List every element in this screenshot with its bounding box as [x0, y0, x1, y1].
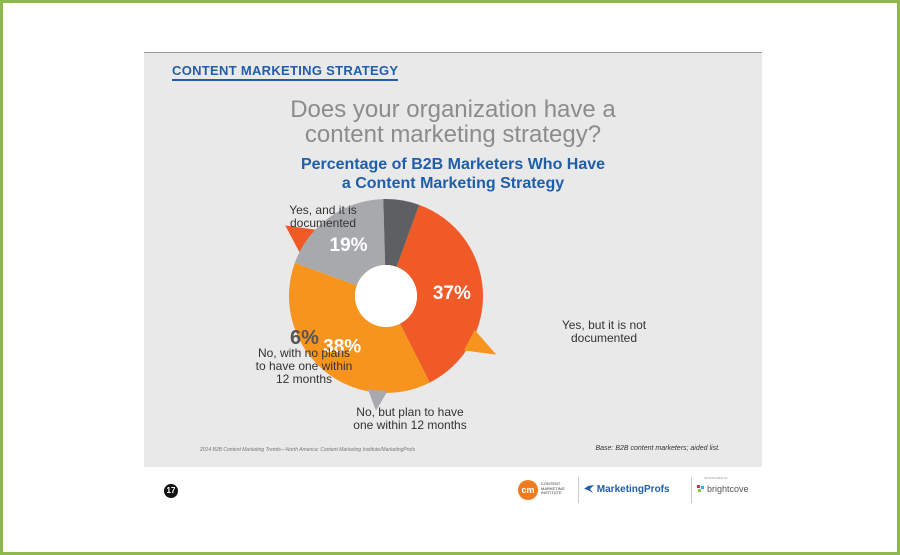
- section-title: CONTENT MARKETING STRATEGY: [172, 63, 399, 81]
- question-line-2: content marketing strategy?: [304, 121, 602, 148]
- slice-value-no-plans: 6%: [290, 327, 319, 349]
- marketingprofs-text: MarketingProfs: [596, 484, 670, 495]
- donut-chart: 37% 38% 19%: [285, 198, 497, 411]
- marketingprofs-logo: MarketingProfs: [584, 484, 670, 495]
- slice-pointer-yes-documented: [285, 225, 318, 255]
- slice-pointer-no-but-plan: [367, 389, 388, 411]
- cmi-logo: cm: [518, 480, 538, 500]
- brightcove-logo: brightcove: [697, 484, 749, 494]
- bird-icon: [584, 484, 597, 495]
- base-note: Base: B2B content marketers; aided list.: [595, 445, 720, 452]
- page-number: 17: [164, 484, 178, 498]
- slice-value-no-but-plan: 19%: [330, 235, 368, 256]
- slice-value-yes-documented: 37%: [433, 283, 471, 304]
- slide: CONTENT MARKETING STRATEGY Does your org…: [144, 52, 762, 515]
- slice-value-yes-not-documented: 38%: [323, 336, 361, 357]
- source-note: 2014 B2B Content Marketing Trends—North …: [200, 447, 416, 453]
- donut-slice-yes-not-documented: [289, 262, 430, 393]
- slice-label-no-but-plan: No, but plan to have one within 12 month…: [353, 405, 467, 432]
- slice-label-no-plans: No, with no plans to have one within 12 …: [255, 346, 353, 386]
- slice-label-yes-documented: Yes, and it is documented: [289, 203, 357, 230]
- donut-slice-no-plans: [383, 198, 420, 267]
- slice-label-yes-not-documented: Yes, but it is not documented: [561, 318, 647, 345]
- footer-divider-2: [691, 477, 692, 503]
- question-heading: Does your organization have a content ma…: [144, 97, 762, 147]
- donut-slice-no-but-plan: [294, 199, 386, 286]
- footer-divider: [578, 477, 579, 503]
- sponsored-by-label: SPONSORED BY: [704, 476, 729, 480]
- brightcove-text: brightcove: [707, 484, 749, 494]
- cmi-logo-text: CONTENT MARKETING INSTITUTE: [541, 481, 565, 495]
- chart-title-line-1: Percentage of B2B Marketers Who Have: [300, 156, 606, 173]
- donut-hole: [355, 265, 417, 327]
- chart-title: Percentage of B2B Marketers Who Have a C…: [144, 155, 762, 193]
- donut-slice-yes-documented: [396, 204, 483, 383]
- chart-title-line-2: a Content Marketing Strategy: [341, 175, 565, 192]
- brightcove-mark-icon: [697, 485, 705, 493]
- slide-footer: 17 cm CONTENT MARKETING INSTITUTE Market…: [144, 467, 762, 515]
- question-line-1: Does your organization have a: [290, 96, 616, 123]
- slice-pointer-yes-not-documented: [463, 330, 497, 355]
